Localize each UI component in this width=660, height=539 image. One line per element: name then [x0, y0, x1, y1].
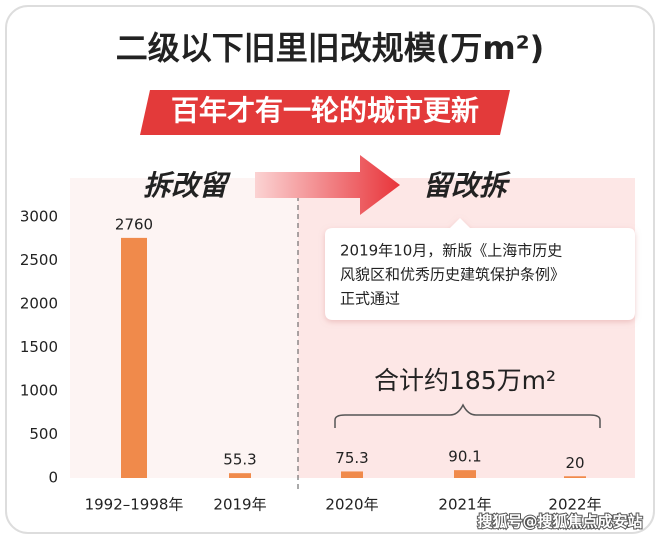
x-tick-label: 2019年 — [213, 496, 266, 514]
x-tick-label: 1992–1998年 — [85, 496, 184, 514]
x-tick-label: 2022年 — [548, 496, 601, 514]
value-label: 90.1 — [448, 448, 481, 466]
arrow — [255, 155, 400, 215]
y-tick-label: 0 — [48, 469, 58, 487]
y-tick-label: 3000 — [20, 208, 58, 226]
total-label: 合计约185万m² — [374, 366, 556, 395]
value-label: 2760 — [115, 215, 153, 233]
bar — [121, 237, 147, 478]
phase-label: 拆改留 — [143, 169, 231, 202]
brace — [334, 403, 601, 428]
bar — [341, 471, 363, 478]
subtitle: 百年才有一轮的城市更新 — [171, 94, 479, 127]
annotation-box — [325, 218, 635, 320]
chart-title: 二级以下旧里旧改规模(万m²) — [116, 29, 545, 67]
value-label: 20 — [565, 454, 584, 472]
region-left — [70, 178, 298, 478]
phase-label: 留改拆 — [423, 169, 511, 202]
annotation-line: 风貌区和优秀历史建筑保护条例》 — [340, 266, 565, 284]
annotation-line: 2019年10月，新版《上海市历史 — [340, 242, 562, 260]
y-tick-label: 1500 — [20, 338, 58, 356]
y-tick-label: 2000 — [20, 295, 58, 313]
y-tick-label: 1000 — [20, 382, 58, 400]
bar — [564, 476, 586, 478]
watermark: 搜狐号@搜狐焦点成安站 — [477, 513, 642, 531]
x-tick-label: 2021年 — [438, 496, 491, 514]
value-label: 75.3 — [335, 449, 368, 467]
bar — [454, 470, 476, 478]
annotation-line: 正式通过 — [340, 290, 400, 308]
y-tick-label: 2500 — [20, 251, 58, 269]
bar — [229, 473, 251, 478]
value-label: 55.3 — [223, 451, 256, 469]
subtitle-banner — [140, 90, 510, 135]
region-right — [298, 178, 635, 478]
x-tick-label: 2020年 — [325, 496, 378, 514]
y-tick-label: 500 — [29, 425, 58, 443]
